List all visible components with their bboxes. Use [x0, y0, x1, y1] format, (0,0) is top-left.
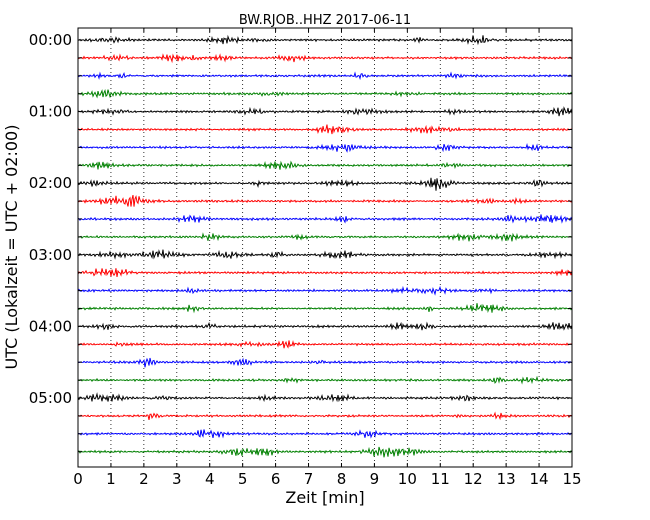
x-tick-label: 0 — [73, 470, 83, 488]
axis-ticks — [77, 28, 573, 467]
seismogram-trace — [77, 106, 573, 117]
y-tick-label: 03:00 — [29, 246, 72, 264]
seismogram-trace — [77, 429, 573, 439]
seismogram-traces — [77, 34, 573, 458]
x-tick-label: 15 — [562, 470, 581, 488]
seismogram-trace — [77, 249, 573, 260]
seismogram-trace — [77, 214, 573, 224]
seismogram-trace — [77, 340, 573, 349]
seismogram-trace — [77, 375, 573, 385]
x-tick-label: 12 — [464, 470, 483, 488]
seismogram-trace — [77, 392, 573, 403]
y-axis-label: UTC (Lokalzeit = UTC + 02:00) — [2, 125, 21, 370]
x-tick-label: 9 — [370, 470, 380, 488]
seismogram-trace — [77, 71, 573, 81]
x-tick-label: 2 — [139, 470, 149, 488]
seismogram-trace — [77, 124, 573, 135]
y-tick-label: 00:00 — [29, 31, 72, 49]
x-tick-label: 8 — [337, 470, 347, 488]
seismogram-trace — [77, 194, 573, 207]
seismogram-trace — [77, 446, 573, 458]
seismogram-trace — [77, 321, 573, 331]
x-tick-label: 4 — [205, 470, 215, 488]
seismogram-trace — [77, 411, 573, 421]
x-tick-label: 10 — [398, 470, 417, 488]
seismogram-trace — [77, 285, 573, 296]
seismogram-trace — [77, 143, 573, 153]
x-tick-label: 5 — [238, 470, 248, 488]
chart-title: BW.RJOB..HHZ 2017-06-11 — [239, 13, 411, 28]
y-tick-label: 05:00 — [29, 389, 72, 407]
x-tick-label: 6 — [271, 470, 281, 488]
seismogram-trace — [77, 89, 573, 99]
y-tick-label: 04:00 — [29, 317, 72, 335]
seismogram-trace — [77, 232, 573, 242]
seismogram-trace — [77, 53, 573, 64]
x-tick-label: 7 — [304, 470, 314, 488]
seismogram-trace — [77, 160, 573, 170]
seismogram-trace — [77, 177, 573, 191]
x-tick-label: 11 — [431, 470, 450, 488]
x-tick-labels: 0 1 2 3 4 5 6 7 8 9 10 11 12 13 14 15 — [73, 470, 581, 488]
x-tick-label: 14 — [530, 470, 549, 488]
seismogram-trace — [77, 268, 573, 277]
x-tick-label: 13 — [497, 470, 516, 488]
x-axis-label: Zeit [min] — [285, 488, 364, 507]
seismogram-trace — [77, 34, 573, 46]
y-tick-label: 01:00 — [29, 103, 72, 121]
plot-frame — [77, 27, 573, 468]
y-tick-label: 02:00 — [29, 174, 72, 192]
x-tick-label: 3 — [172, 470, 182, 488]
y-tick-labels: 00:00 01:00 02:00 03:00 04:00 05:00 — [29, 31, 72, 407]
x-tick-label: 1 — [106, 470, 116, 488]
seismogram-trace — [77, 357, 573, 368]
seismogram-trace — [77, 303, 573, 314]
